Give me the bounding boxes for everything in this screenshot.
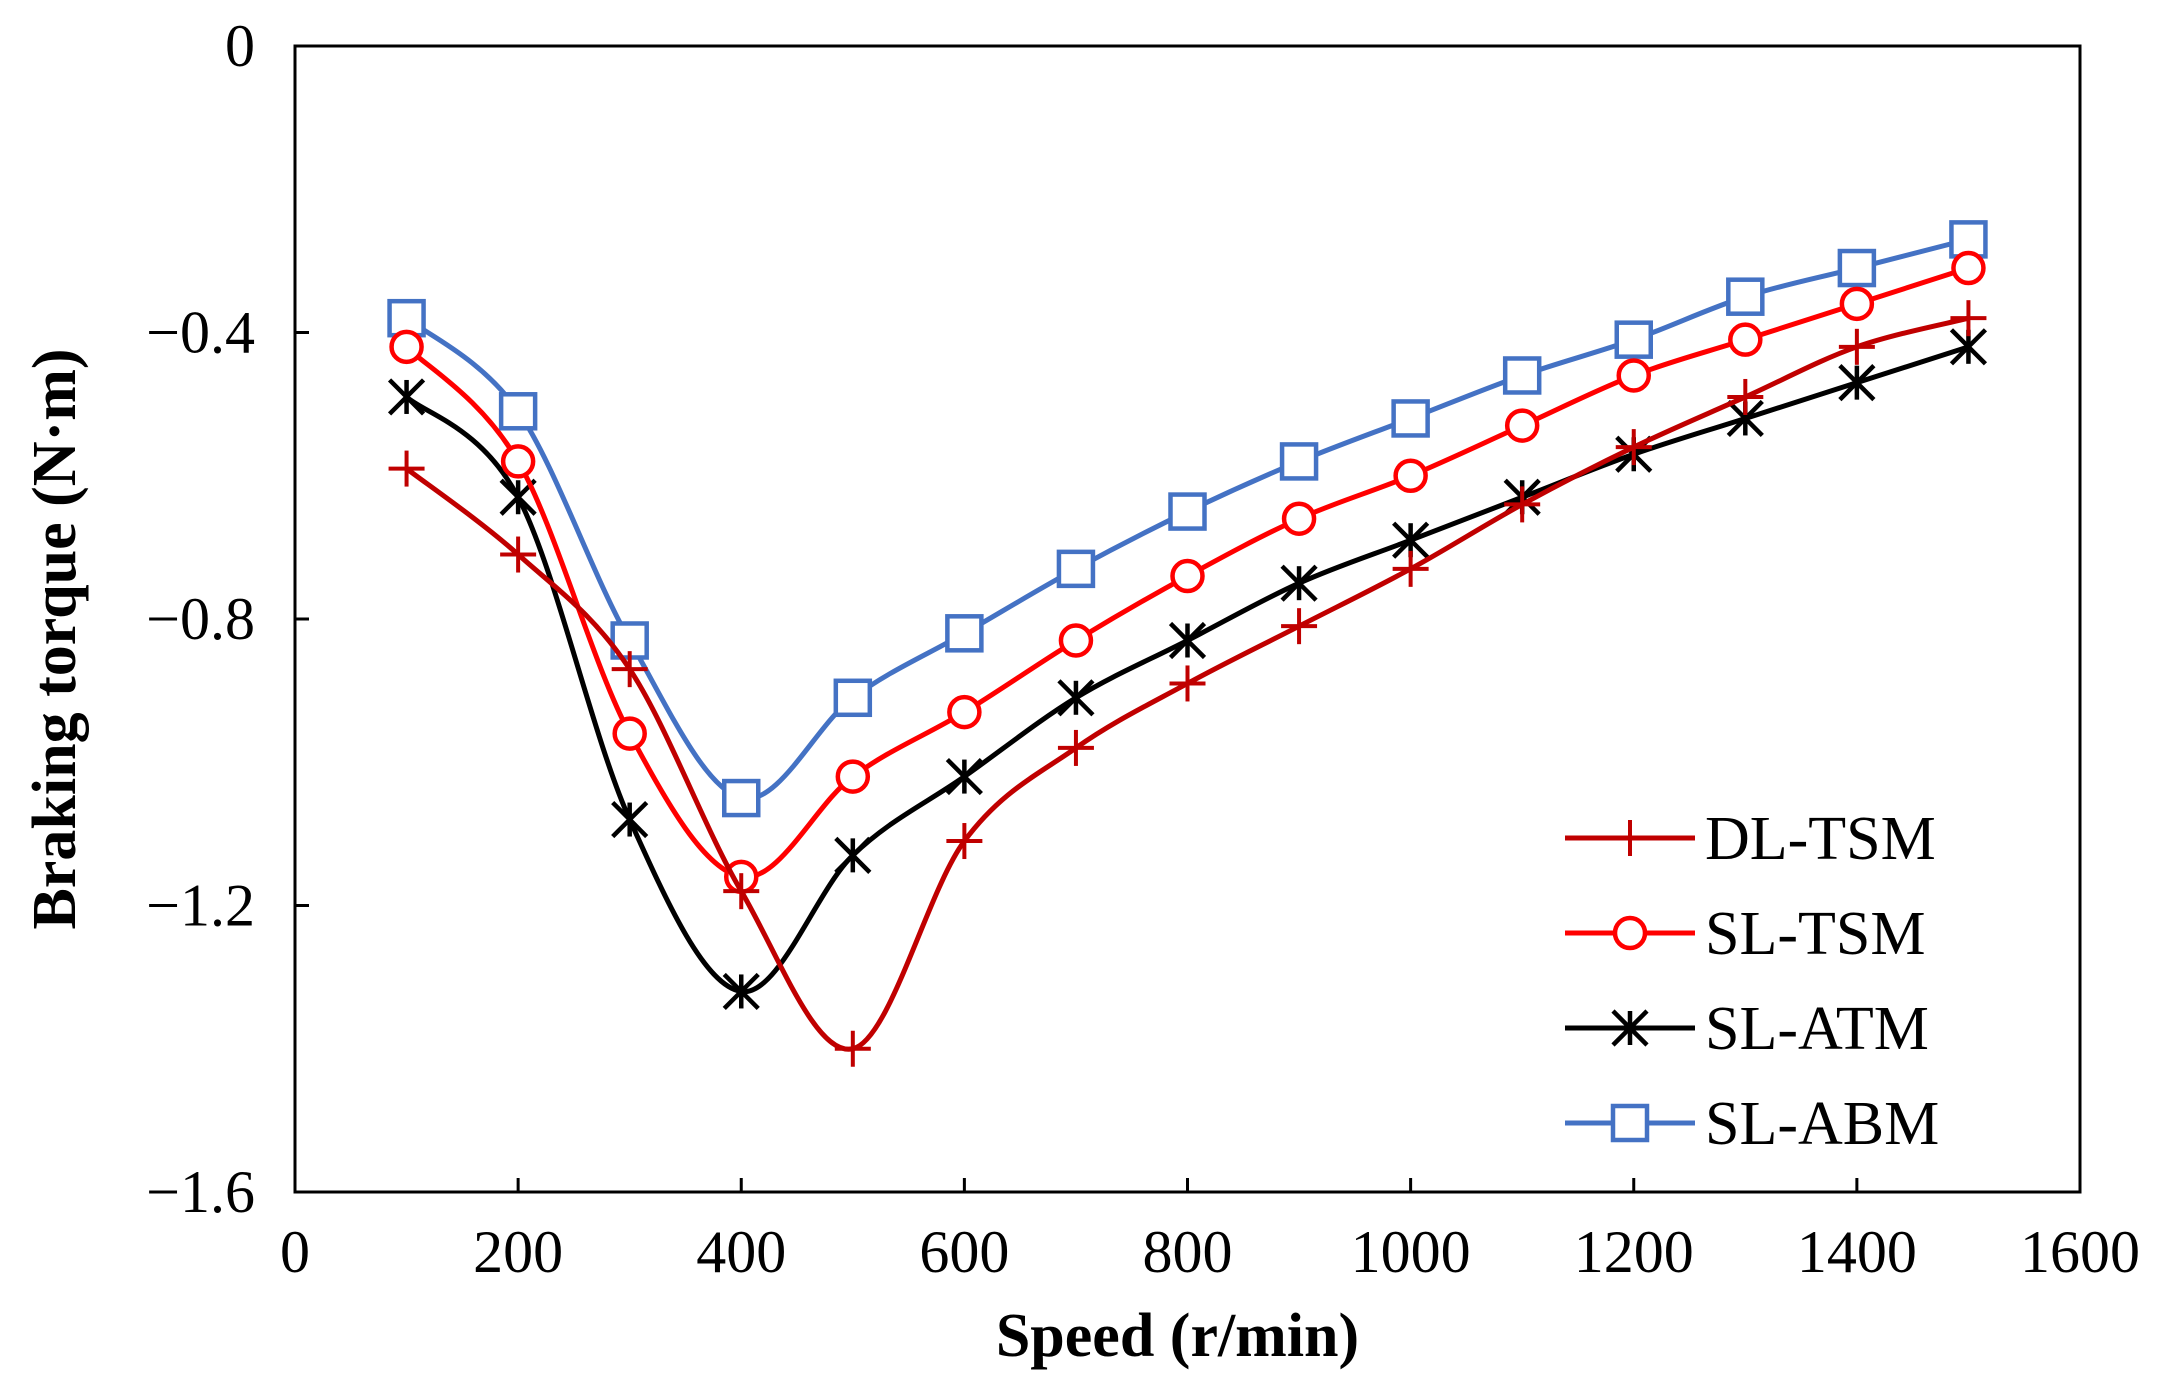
legend-entry-sl-atm: SL-ATM: [1565, 995, 1929, 1063]
data-point-dl-tsm: [1838, 328, 1875, 365]
data-point-dl-tsm: [834, 1030, 871, 1067]
plot-area: [387, 220, 1988, 1067]
data-point-sl-tsm: [1728, 322, 1763, 357]
data-point-dl-tsm: [946, 823, 983, 860]
x-tick-label: 800: [1143, 1219, 1233, 1285]
axes: 0 200 400 600 800 1000 1200 1400 1600 0 −0.4 −0.8 −1…: [21, 13, 2140, 1370]
data-point-sl-atm: [722, 972, 760, 1011]
legend-entry-dl-tsm: DL-TSM: [1565, 805, 1936, 873]
legend-entry-sl-tsm: SL-TSM: [1565, 900, 1925, 968]
data-point-sl-atm: [1838, 364, 1876, 402]
data-point-sl-tsm: [1393, 458, 1428, 493]
data-point-sl-atm: [611, 800, 649, 839]
data-point-dl-tsm: [388, 450, 425, 487]
x-tick-label: 400: [696, 1219, 786, 1285]
legend-label: DL-TSM: [1705, 805, 1936, 873]
legend-marker: [1611, 1009, 1649, 1047]
y-tick-label: −1.2: [146, 873, 255, 939]
data-point-dl-tsm: [1727, 378, 1764, 415]
data-point-sl-abm: [1949, 220, 1988, 259]
data-point-sl-atm: [834, 836, 872, 874]
data-point-sl-tsm: [1839, 286, 1875, 322]
x-tick-label: 1200: [1574, 1219, 1694, 1285]
data-point-sl-atm: [387, 378, 426, 416]
data-point-dl-tsm: [723, 873, 760, 910]
data-point-sl-tsm: [947, 694, 982, 730]
x-tick-label: 1400: [1797, 1219, 1917, 1285]
data-point-sl-tsm: [612, 716, 647, 751]
data-point-sl-atm: [945, 757, 983, 796]
x-tick-label: 1600: [2020, 1219, 2140, 1285]
x-axis-title: Speed (r/min): [996, 1302, 1359, 1370]
data-point-dl-tsm: [1281, 608, 1318, 645]
x-tick-label: 1000: [1351, 1219, 1471, 1285]
data-point-sl-abm: [1614, 320, 1653, 359]
data-point-sl-tsm: [500, 444, 536, 479]
data-point-sl-abm: [1726, 277, 1765, 316]
data-point-dl-tsm: [611, 651, 648, 688]
data-point-dl-tsm: [1950, 300, 1987, 337]
data-point-dl-tsm: [1615, 429, 1652, 466]
data-point-sl-abm: [498, 392, 538, 431]
x-tick-label: 200: [473, 1219, 563, 1285]
data-point-dl-tsm: [1057, 729, 1094, 766]
data-point-sl-atm: [1280, 564, 1318, 602]
data-point-sl-tsm: [1504, 408, 1540, 443]
data-point-sl-abm: [1837, 248, 1877, 288]
data-point-sl-tsm: [1951, 250, 1986, 286]
legend: DL-TSM SL-TSM SL-ATM SL-ABM: [1565, 805, 1939, 1158]
y-axis-title: Braking torque (N·m): [21, 349, 89, 930]
data-point-sl-atm: [1168, 621, 1207, 660]
data-point-sl-tsm: [835, 759, 871, 794]
data-point-sl-abm: [833, 678, 873, 718]
legend-label: SL-ATM: [1705, 995, 1929, 1063]
legend-label: SL-ABM: [1705, 1090, 1939, 1158]
data-point-sl-abm: [1391, 399, 1430, 438]
data-point-sl-tsm: [1058, 623, 1094, 658]
data-point-sl-tsm: [1616, 358, 1651, 393]
data-point-sl-abm: [1056, 549, 1096, 589]
legend-marker: [1612, 820, 1648, 856]
series-dl-tsm: [388, 300, 1987, 1067]
y-tick-label: 0: [225, 13, 255, 79]
data-point-sl-abm: [1168, 492, 1207, 531]
legend-entry-sl-abm: SL-ABM: [1565, 1090, 1939, 1158]
data-point-dl-tsm: [1169, 665, 1206, 702]
x-tick-label: 0: [280, 1219, 310, 1285]
data-point-sl-tsm: [1281, 501, 1317, 536]
data-point-sl-abm: [722, 778, 761, 818]
x-tick-label: 600: [919, 1219, 1009, 1285]
series-sl-tsm: [389, 250, 1986, 895]
data-point-sl-atm: [1057, 679, 1095, 717]
series-sl-atm: [387, 328, 1988, 1011]
data-point-sl-abm: [1502, 356, 1542, 395]
y-tick-label: −0.8: [146, 586, 255, 652]
series-line-dl-tsm: [405, 315, 1970, 1052]
series-line-sl-atm: [404, 344, 1970, 994]
legend-marker: [1612, 915, 1648, 951]
data-point-sl-tsm: [1170, 558, 1205, 594]
data-point-dl-tsm: [1392, 550, 1429, 587]
data-point-dl-tsm: [1504, 486, 1541, 523]
data-point-sl-tsm: [389, 329, 424, 365]
data-point-sl-abm: [1279, 442, 1319, 481]
data-point-dl-tsm: [500, 536, 537, 573]
legend-label: SL-TSM: [1705, 900, 1925, 968]
y-tick-label: −0.4: [146, 300, 255, 366]
data-point-sl-abm: [945, 614, 984, 653]
legend-marker: [1610, 1103, 1650, 1143]
y-tick-label: −1.6: [146, 1159, 255, 1225]
